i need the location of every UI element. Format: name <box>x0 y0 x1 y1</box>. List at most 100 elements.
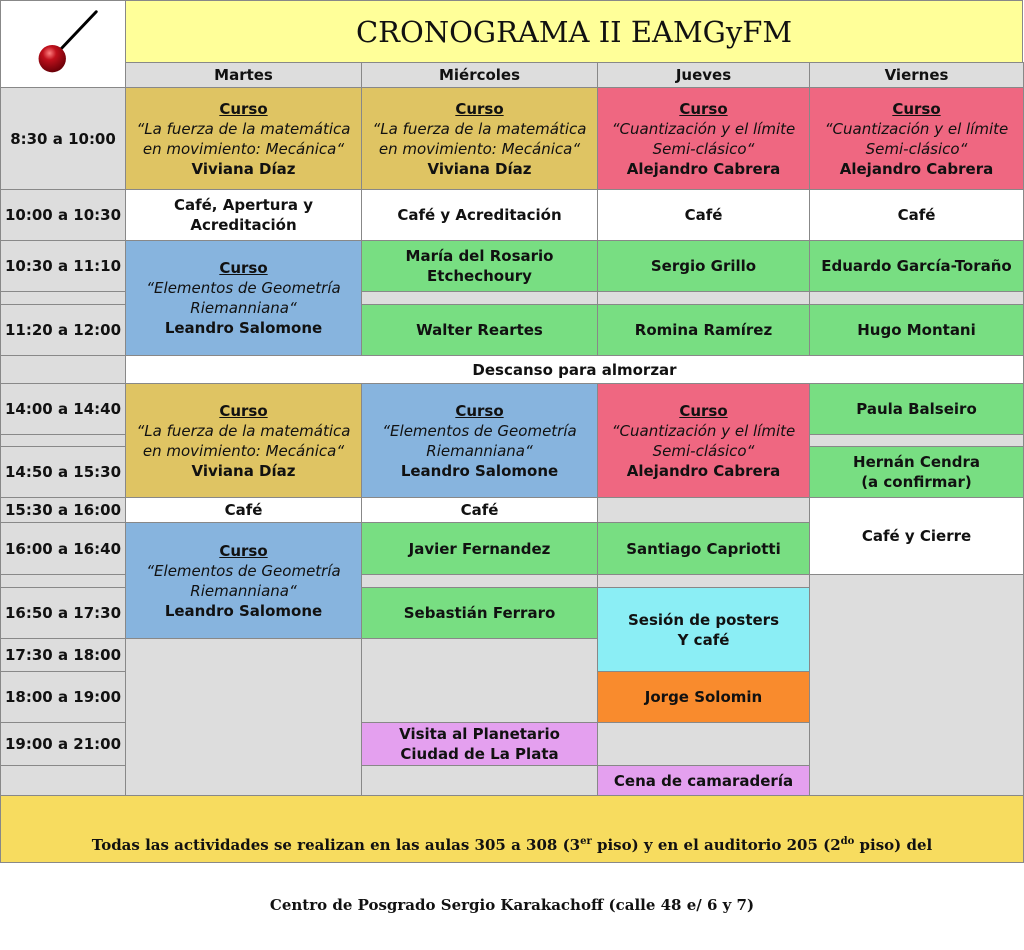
time-slot: 16:00 a 16:40 <box>0 522 126 575</box>
time-slot: 17:30 a 18:00 <box>0 638 126 672</box>
footer-text: piso) y en el auditorio 205 (2 <box>591 836 841 854</box>
day-header: Martes <box>125 62 362 88</box>
footer-sup: er <box>580 836 592 847</box>
time-slot: 14:50 a 15:30 <box>0 446 126 498</box>
logo-cell <box>0 0 126 88</box>
course-speaker: Leandro Salomone <box>400 461 559 480</box>
course-title: “Elementos de Geometría Riemanniana“ <box>382 421 577 460</box>
time-slot: 16:50 a 17:30 <box>0 587 126 639</box>
session-cell: Hernán Cendra (a confirmar) <box>809 446 1024 498</box>
session-cell: Café <box>361 497 598 523</box>
empty-slot <box>597 497 810 523</box>
course-title: “Elementos de Geometría Riemanniana“ <box>146 279 341 317</box>
session-cell: Hugo Montani <box>809 304 1024 356</box>
session-cell: Cena de camaradería <box>597 765 810 796</box>
time-slot <box>0 291 126 305</box>
session-cell: Sebastián Ferraro <box>361 587 598 639</box>
pendulum-logo-icon <box>38 10 98 73</box>
course-speaker: Leandro Salomone <box>164 601 323 620</box>
time-slot <box>0 574 126 588</box>
session-cell: Walter Reartes <box>361 304 598 356</box>
empty-slot <box>361 638 598 723</box>
course-label: Curso <box>679 401 728 420</box>
course-speaker: Viviana Díaz <box>191 461 296 480</box>
session-cell: Café <box>809 189 1024 241</box>
empty-slot <box>809 574 1024 796</box>
course-label: Curso <box>892 99 941 118</box>
course-speaker: Alejandro Cabrera <box>626 461 781 480</box>
time-slot: 15:30 a 16:00 <box>0 497 126 523</box>
footer-text: Todas las actividades se realizan en las… <box>91 836 581 854</box>
session-cell: Romina Ramírez <box>597 304 810 356</box>
session-cell: Café <box>125 497 362 523</box>
time-slot: 10:00 a 10:30 <box>0 189 126 241</box>
session-cell: Café <box>597 189 810 241</box>
course-speaker: Alejandro Cabrera <box>839 159 994 178</box>
time-slot <box>0 355 126 384</box>
course-title: “Cuantización y el límite Semi-clásico“ <box>611 421 796 460</box>
session-cell: Descanso para almorzar <box>125 355 1024 384</box>
session-cell: Visita al Planetario Ciudad de La Plata <box>361 722 598 766</box>
session-cell: Sesión de posters Y café <box>597 587 810 672</box>
page-title: CRONOGRAMA II EAMGyFM <box>125 0 1023 63</box>
time-slot: 10:30 a 11:10 <box>0 240 126 292</box>
course-session: Curso “La fuerza de la matemática en movi… <box>125 87 362 190</box>
time-slot: 8:30 a 10:00 <box>0 87 126 190</box>
day-header: Miércoles <box>361 62 598 88</box>
footer-text: piso) del <box>854 836 933 854</box>
time-slot: 19:00 a 21:00 <box>0 722 126 766</box>
empty-slot <box>597 722 810 766</box>
course-title: “La fuerza de la matemática en movimient… <box>372 119 587 158</box>
empty-slot <box>361 765 598 796</box>
time-slot: 11:20 a 12:00 <box>0 304 126 356</box>
course-session: Curso “Cuantización y el límite Semi-clás… <box>809 87 1024 190</box>
footer-note: Todas las actividades se realizan en las… <box>0 795 1024 914</box>
day-header: Jueves <box>597 62 810 88</box>
course-title: “Elementos de Geometría Riemanniana“ <box>146 561 341 600</box>
course-session: Curso “La fuerza de la matemática en movi… <box>361 87 598 190</box>
session-cell: Eduardo García-Toraño <box>809 240 1024 292</box>
course-speaker: Alejandro Cabrera <box>626 159 781 178</box>
course-speaker: Leandro Salomone <box>164 319 323 337</box>
course-label: Curso <box>219 541 268 560</box>
footer-line-2: Centro de Posgrado Sergio Karakachoff (c… <box>269 896 755 914</box>
session-cell: Café, Apertura y Acreditación <box>125 189 362 241</box>
empty-slot <box>361 291 598 305</box>
session-cell: María del Rosario Etchechoury <box>361 240 598 292</box>
empty-slot <box>361 574 598 588</box>
course-title: “Cuantización y el límite Semi-clásico“ <box>824 119 1009 158</box>
course-label: Curso <box>455 99 504 118</box>
session-cell: Sergio Grillo <box>597 240 810 292</box>
course-session: Curso “Elementos de Geometría Riemanniana… <box>125 240 362 356</box>
course-session: Curso “Elementos de Geometría Riemanniana… <box>361 383 598 498</box>
course-session: Curso “La fuerza de la matemática en movi… <box>125 383 362 498</box>
footer-sup: do <box>840 836 855 847</box>
session-cell: Javier Fernandez <box>361 522 598 575</box>
session-cell: Santiago Capriotti <box>597 522 810 575</box>
course-session: Curso “Cuantización y el límite Semi-clás… <box>597 87 810 190</box>
empty-slot <box>597 291 810 305</box>
empty-slot <box>597 574 810 588</box>
course-label: Curso <box>219 259 268 277</box>
course-label: Curso <box>455 401 504 420</box>
course-speaker: Viviana Díaz <box>191 159 296 178</box>
course-session: Curso “Elementos de Geometría Riemanniana… <box>125 522 362 639</box>
session-cell: Paula Balseiro <box>809 383 1024 435</box>
session-cell: Jorge Solomin <box>597 671 810 723</box>
day-header: Viernes <box>809 62 1024 88</box>
course-title: “La fuerza de la matemática en movimient… <box>136 421 351 460</box>
session-cell: Café y Acreditación <box>361 189 598 241</box>
footer-line-1: Todas las actividades se realizan en las… <box>1 830 1023 860</box>
course-speaker: Viviana Díaz <box>427 159 532 178</box>
course-label: Curso <box>219 99 268 118</box>
time-slot: 14:00 a 14:40 <box>0 383 126 435</box>
course-title: “La fuerza de la matemática en movimient… <box>136 119 351 158</box>
course-session: Curso “Cuantización y el límite Semi-clás… <box>597 383 810 498</box>
course-label: Curso <box>679 99 728 118</box>
time-slot: 18:00 a 19:00 <box>0 671 126 723</box>
empty-slot <box>125 638 362 796</box>
time-slot <box>0 765 126 796</box>
course-title: “Cuantización y el límite Semi-clásico“ <box>611 119 796 158</box>
empty-slot <box>809 291 1024 305</box>
course-label: Curso <box>219 401 268 420</box>
